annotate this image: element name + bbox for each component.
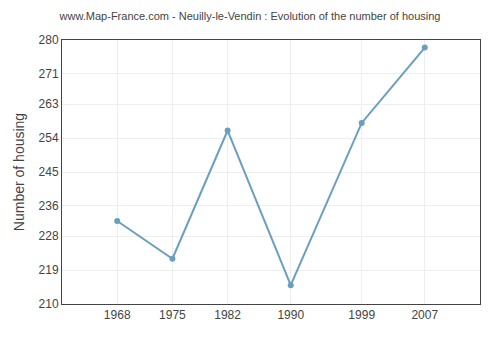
svg-text:210: 210 [39, 297, 59, 311]
svg-text:www.Map-France.com - Neuilly-l: www.Map-France.com - Neuilly-le-Vendin :… [59, 10, 441, 22]
svg-text:236: 236 [39, 199, 59, 213]
svg-text:Number of housing: Number of housing [11, 113, 27, 231]
svg-text:245: 245 [39, 165, 59, 179]
svg-text:280: 280 [39, 33, 59, 47]
svg-text:263: 263 [39, 97, 59, 111]
svg-text:1968: 1968 [104, 308, 131, 322]
svg-text:228: 228 [39, 229, 59, 243]
svg-text:271: 271 [39, 67, 59, 81]
svg-text:1975: 1975 [159, 308, 186, 322]
svg-text:2007: 2007 [411, 308, 438, 322]
svg-text:219: 219 [39, 263, 59, 277]
svg-text:254: 254 [39, 131, 59, 145]
svg-text:1999: 1999 [348, 308, 375, 322]
svg-text:1990: 1990 [277, 308, 304, 322]
svg-text:1982: 1982 [214, 308, 241, 322]
